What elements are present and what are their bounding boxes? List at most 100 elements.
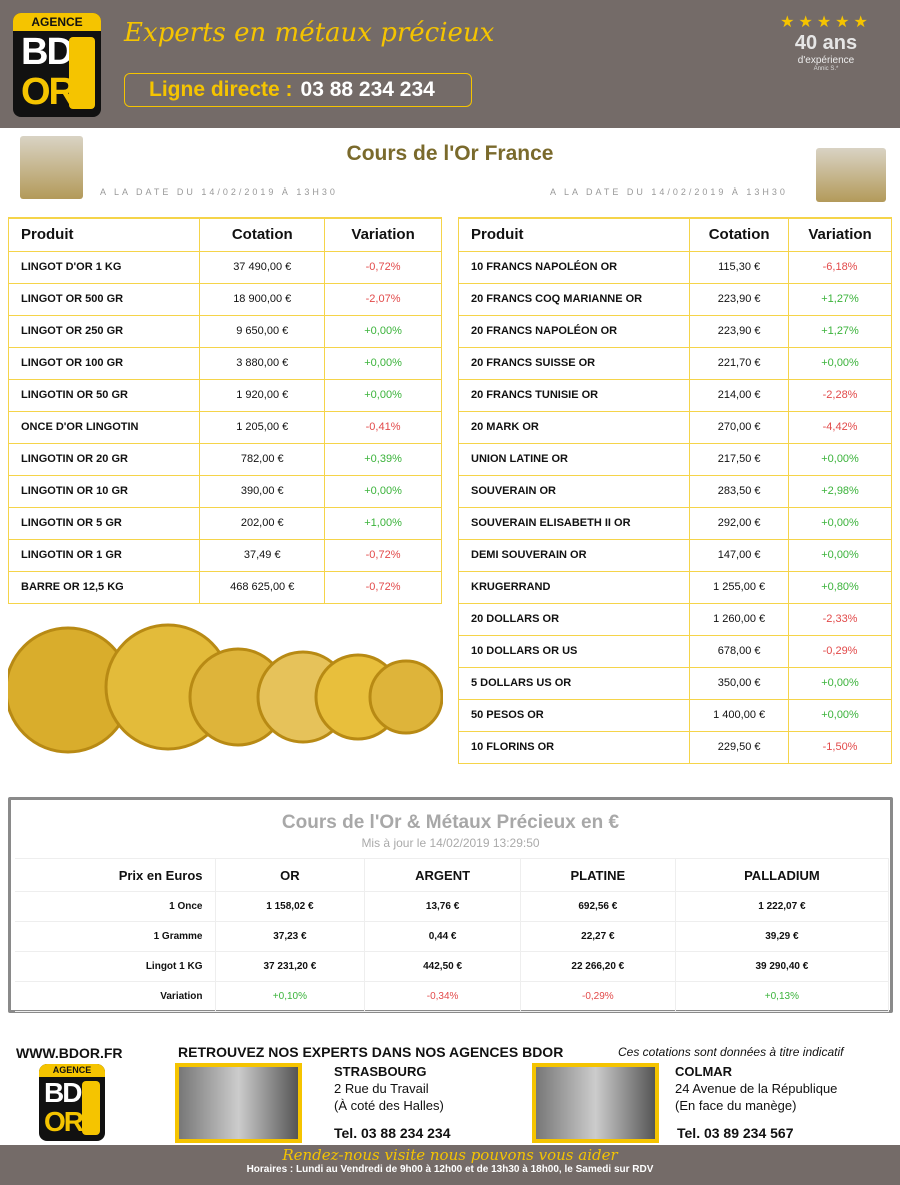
price: 223,90 € — [689, 314, 790, 348]
table-row: KRUGERRAND 1 255,00 € +0,80% — [457, 570, 892, 604]
product-name: UNION LATINE OR — [457, 442, 691, 476]
price: 468 625,00 € — [199, 570, 326, 604]
product-name: LINGOTIN OR 50 GR — [7, 378, 201, 412]
table-row: BARRE OR 12,5 KG 468 625,00 € -0,72% — [7, 570, 442, 604]
price: 390,00 € — [199, 474, 326, 508]
table-row: 20 FRANCS TUNISIE OR 214,00 € -2,28% — [457, 378, 892, 412]
table-row: 10 DOLLARS OR US 678,00 € -0,29% — [457, 634, 892, 668]
product-name: LINGOT D'OR 1 KG — [7, 250, 201, 284]
table-row: 5 DOLLARS US OR 350,00 € +0,00% — [457, 666, 892, 700]
column-header: PLATINE — [519, 858, 676, 892]
price: 292,00 € — [689, 506, 790, 540]
product-name: 10 FLORINS OR — [457, 730, 691, 764]
slogan: Experts en métaux précieux — [124, 18, 495, 48]
address-note: (En face du manège) — [675, 1098, 797, 1113]
metal-value: 22 266,20 € — [519, 951, 676, 982]
metal-value: 1 158,02 € — [214, 891, 366, 922]
price: 202,00 € — [199, 506, 326, 540]
table-row: 20 DOLLARS OR 1 260,00 € -2,33% — [457, 602, 892, 636]
address-note: (À coté des Halles) — [334, 1098, 444, 1113]
variation: +0,39% — [324, 442, 442, 476]
table-row: LINGOTIN OR 20 GR 782,00 € +0,39% — [7, 442, 442, 476]
address-line: 2 Rue du Travail — [334, 1081, 429, 1096]
phone-box[interactable]: Ligne directe : 03 88 234 234 — [124, 73, 472, 107]
metal-value: 39,29 € — [674, 921, 890, 952]
table-row: Variation +0,10% -0,34% -0,29% +0,13% — [15, 981, 890, 1012]
variation: +0,00% — [788, 506, 892, 540]
price: 214,00 € — [689, 378, 790, 412]
price: 1 260,00 € — [689, 602, 790, 636]
header-row: Produit Cotation Variation — [457, 217, 892, 252]
agencies-headline: RETROUVEZ NOS EXPERTS DANS NOS AGENCES B… — [178, 1044, 564, 1060]
product-name: LINGOT OR 100 GR — [7, 346, 201, 380]
row-label: Lingot 1 KG — [15, 951, 216, 982]
variation: -2,07% — [324, 282, 442, 316]
bdor-logo[interactable]: AGENCE BD OR — [13, 13, 101, 117]
table-row: LINGOTIN OR 10 GR 390,00 € +0,00% — [7, 474, 442, 508]
phone-number: 03 88 234 234 — [300, 78, 435, 101]
column-header: ARGENT — [364, 858, 521, 892]
coins-price-table: Produit Cotation Variation 10 FRANCS NAPOLÉ… — [457, 217, 892, 764]
price: 678,00 € — [689, 634, 790, 668]
badge-experience: d'expérience — [797, 55, 855, 66]
variation: +0,00% — [324, 346, 442, 380]
table-row: LINGOTIN OR 5 GR 202,00 € +1,00% — [7, 506, 442, 540]
variation: +1,27% — [788, 282, 892, 316]
table-row: 20 FRANCS NAPOLÉON OR 223,90 € +1,27% — [457, 314, 892, 348]
table-row: SOUVERAIN OR 283,50 € +2,98% — [457, 474, 892, 508]
product-name: LINGOT OR 250 GR — [7, 314, 201, 348]
variation: -0,72% — [324, 570, 442, 604]
gold-coins-image — [8, 623, 443, 754]
metal-value: 692,56 € — [519, 891, 676, 922]
variation: -1,50% — [788, 730, 892, 764]
table-row: LINGOT OR 250 GR 9 650,00 € +0,00% — [7, 314, 442, 348]
metal-value: -0,29% — [519, 981, 676, 1012]
column-header: PALLADIUM — [674, 858, 890, 892]
price: 283,50 € — [689, 474, 790, 508]
table-row: UNION LATINE OR 217,50 € +0,00% — [457, 442, 892, 476]
experience-badge: ★★★★★ 40 ans d'expérience Annic S.* — [765, 12, 887, 120]
variation: -4,42% — [788, 410, 892, 444]
column-header: Produit — [7, 217, 201, 252]
variation: +1,00% — [324, 506, 442, 540]
agency-phone[interactable]: Tel. 03 88 234 234 — [334, 1125, 451, 1141]
product-name: LINGOT OR 500 GR — [7, 282, 201, 316]
table-row: 1 Gramme 37,23 €0,44 €22,27 €39,29 € — [15, 921, 890, 952]
price: 229,50 € — [689, 730, 790, 764]
colmar-shop-image — [532, 1063, 659, 1143]
phone-label: Ligne directe : — [149, 78, 293, 101]
column-header: Cotation — [689, 217, 790, 252]
agency-phone[interactable]: Tel. 03 89 234 567 — [677, 1125, 794, 1141]
price: 221,70 € — [689, 346, 790, 380]
price: 115,30 € — [689, 250, 790, 284]
column-header: OR — [214, 858, 366, 892]
header-row: Prix en Euros OR ARGENT PLATINE PALLADIUM — [15, 858, 890, 892]
variation: +0,00% — [324, 378, 442, 412]
agency-city: COLMAR — [675, 1064, 733, 1079]
variation: -6,18% — [788, 250, 892, 284]
variation: +0,00% — [788, 346, 892, 380]
product-name: LINGOTIN OR 20 GR — [7, 442, 201, 476]
product-name: SOUVERAIN OR — [457, 474, 691, 508]
agency-address: 2 Rue du Travail (À coté des Halles) — [334, 1080, 444, 1114]
price: 37,49 € — [199, 538, 326, 572]
table-row: LINGOTIN OR 50 GR 1 920,00 € +0,00% — [7, 378, 442, 412]
table-row: ONCE D'OR LINGOTIN 1 205,00 € -0,41% — [7, 410, 442, 444]
variation: +0,00% — [324, 474, 442, 508]
table-row: LINGOTIN OR 1 GR 37,49 € -0,72% — [7, 538, 442, 572]
website-link[interactable]: WWW.BDOR.FR — [16, 1045, 123, 1061]
row-label: 1 Gramme — [15, 921, 216, 952]
metal-value: 37,23 € — [214, 921, 366, 952]
variation: -2,28% — [788, 378, 892, 412]
stars-icon: ★★★★★ — [780, 14, 872, 31]
product-name: LINGOTIN OR 1 GR — [7, 538, 201, 572]
table-row: 20 MARK OR 270,00 € -4,42% — [457, 410, 892, 444]
metal-value: 22,27 € — [519, 921, 676, 952]
page-title: Cours de l'Or France — [346, 142, 554, 165]
address-line: 24 Avenue de la République — [675, 1081, 838, 1096]
metal-value: +0,13% — [674, 981, 890, 1012]
metal-value: 39 290,40 € — [674, 951, 890, 982]
variation: +0,00% — [788, 442, 892, 476]
price: 1 205,00 € — [199, 410, 326, 444]
table-row: DEMI SOUVERAIN OR 147,00 € +0,00% — [457, 538, 892, 572]
